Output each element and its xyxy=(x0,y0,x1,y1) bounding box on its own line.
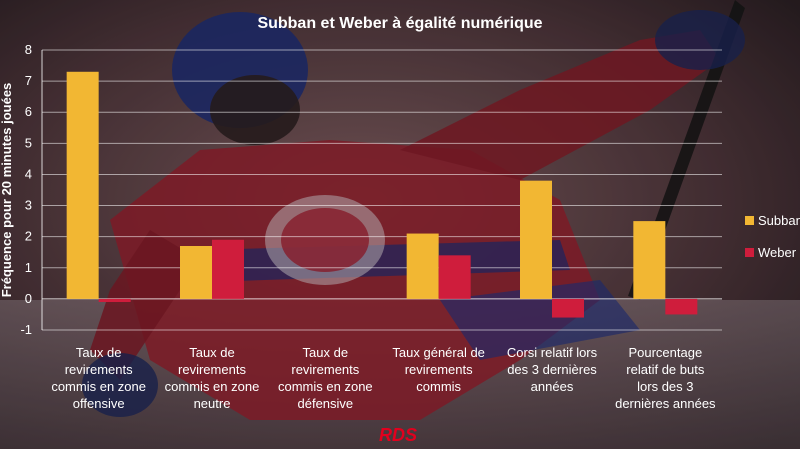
gridlines xyxy=(42,49,722,331)
bar-subban xyxy=(520,180,552,299)
x-category-label: Taux de xyxy=(303,345,349,360)
y-tick-label: 4 xyxy=(25,166,32,181)
y-tick-label: 5 xyxy=(25,135,32,150)
legend-swatch-weber xyxy=(745,248,754,257)
y-tick-label: 0 xyxy=(25,291,32,306)
y-tick-label: 3 xyxy=(25,198,32,213)
bar-weber xyxy=(665,298,698,315)
x-category-label: revirements xyxy=(178,362,246,377)
y-tick-label: -1 xyxy=(20,322,32,337)
x-category-label: années xyxy=(531,379,574,394)
y-tick-label: 6 xyxy=(25,104,32,119)
x-category-label: commis en zone xyxy=(165,379,260,394)
x-axis-labels: Taux de revirements commis en zone offensiv… xyxy=(51,345,716,411)
y-tick-label: 1 xyxy=(25,260,32,275)
bar-weber xyxy=(438,255,471,299)
x-category-label: dernières années xyxy=(615,396,716,411)
x-category-label: offensive xyxy=(73,396,125,411)
bar-subban xyxy=(633,221,666,299)
bar-subban xyxy=(66,71,99,299)
y-tick-label: 7 xyxy=(25,73,32,88)
x-category-label: Taux général de xyxy=(392,345,485,360)
x-category-label: des 3 dernières xyxy=(507,362,597,377)
bar-weber xyxy=(212,239,244,299)
x-category-label: revirements xyxy=(405,362,473,377)
chart-title: Subban et Weber à égalité numérique xyxy=(257,15,542,32)
bar-weber xyxy=(98,298,131,302)
x-category-label: commis en zone xyxy=(51,379,146,394)
legend-swatch-subban xyxy=(745,216,754,225)
legend: Subban Weber xyxy=(745,213,800,260)
y-tick-label: 8 xyxy=(25,42,32,57)
rds-logo: RDS xyxy=(379,425,417,445)
y-axis-ticks: -1 0 1 2 3 4 5 6 7 8 xyxy=(20,42,43,337)
bar-subban xyxy=(180,246,212,299)
x-category-label: commis en zone xyxy=(278,379,373,394)
x-category-label: Corsi relatif lors xyxy=(507,345,598,360)
x-category-label: revirements xyxy=(291,362,359,377)
x-category-label: revirements xyxy=(65,362,133,377)
y-axis-title: Fréquence pour 20 minutes jouées xyxy=(0,83,14,298)
bar-subban xyxy=(406,233,439,299)
legend-label-weber: Weber xyxy=(758,245,797,260)
bar-weber xyxy=(552,298,584,318)
bars xyxy=(66,71,698,318)
x-category-label: neutre xyxy=(194,396,231,411)
x-category-label: lors des 3 xyxy=(637,379,693,394)
x-category-label: défensive xyxy=(298,396,354,411)
legend-label-subban: Subban xyxy=(758,213,800,228)
x-category-label: Taux de xyxy=(189,345,235,360)
x-category-label: commis xyxy=(416,379,461,394)
x-category-label: relatif de buts xyxy=(626,362,705,377)
y-tick-label: 2 xyxy=(25,229,32,244)
x-category-label: Taux de xyxy=(76,345,122,360)
x-category-label: Pourcentage xyxy=(628,345,702,360)
